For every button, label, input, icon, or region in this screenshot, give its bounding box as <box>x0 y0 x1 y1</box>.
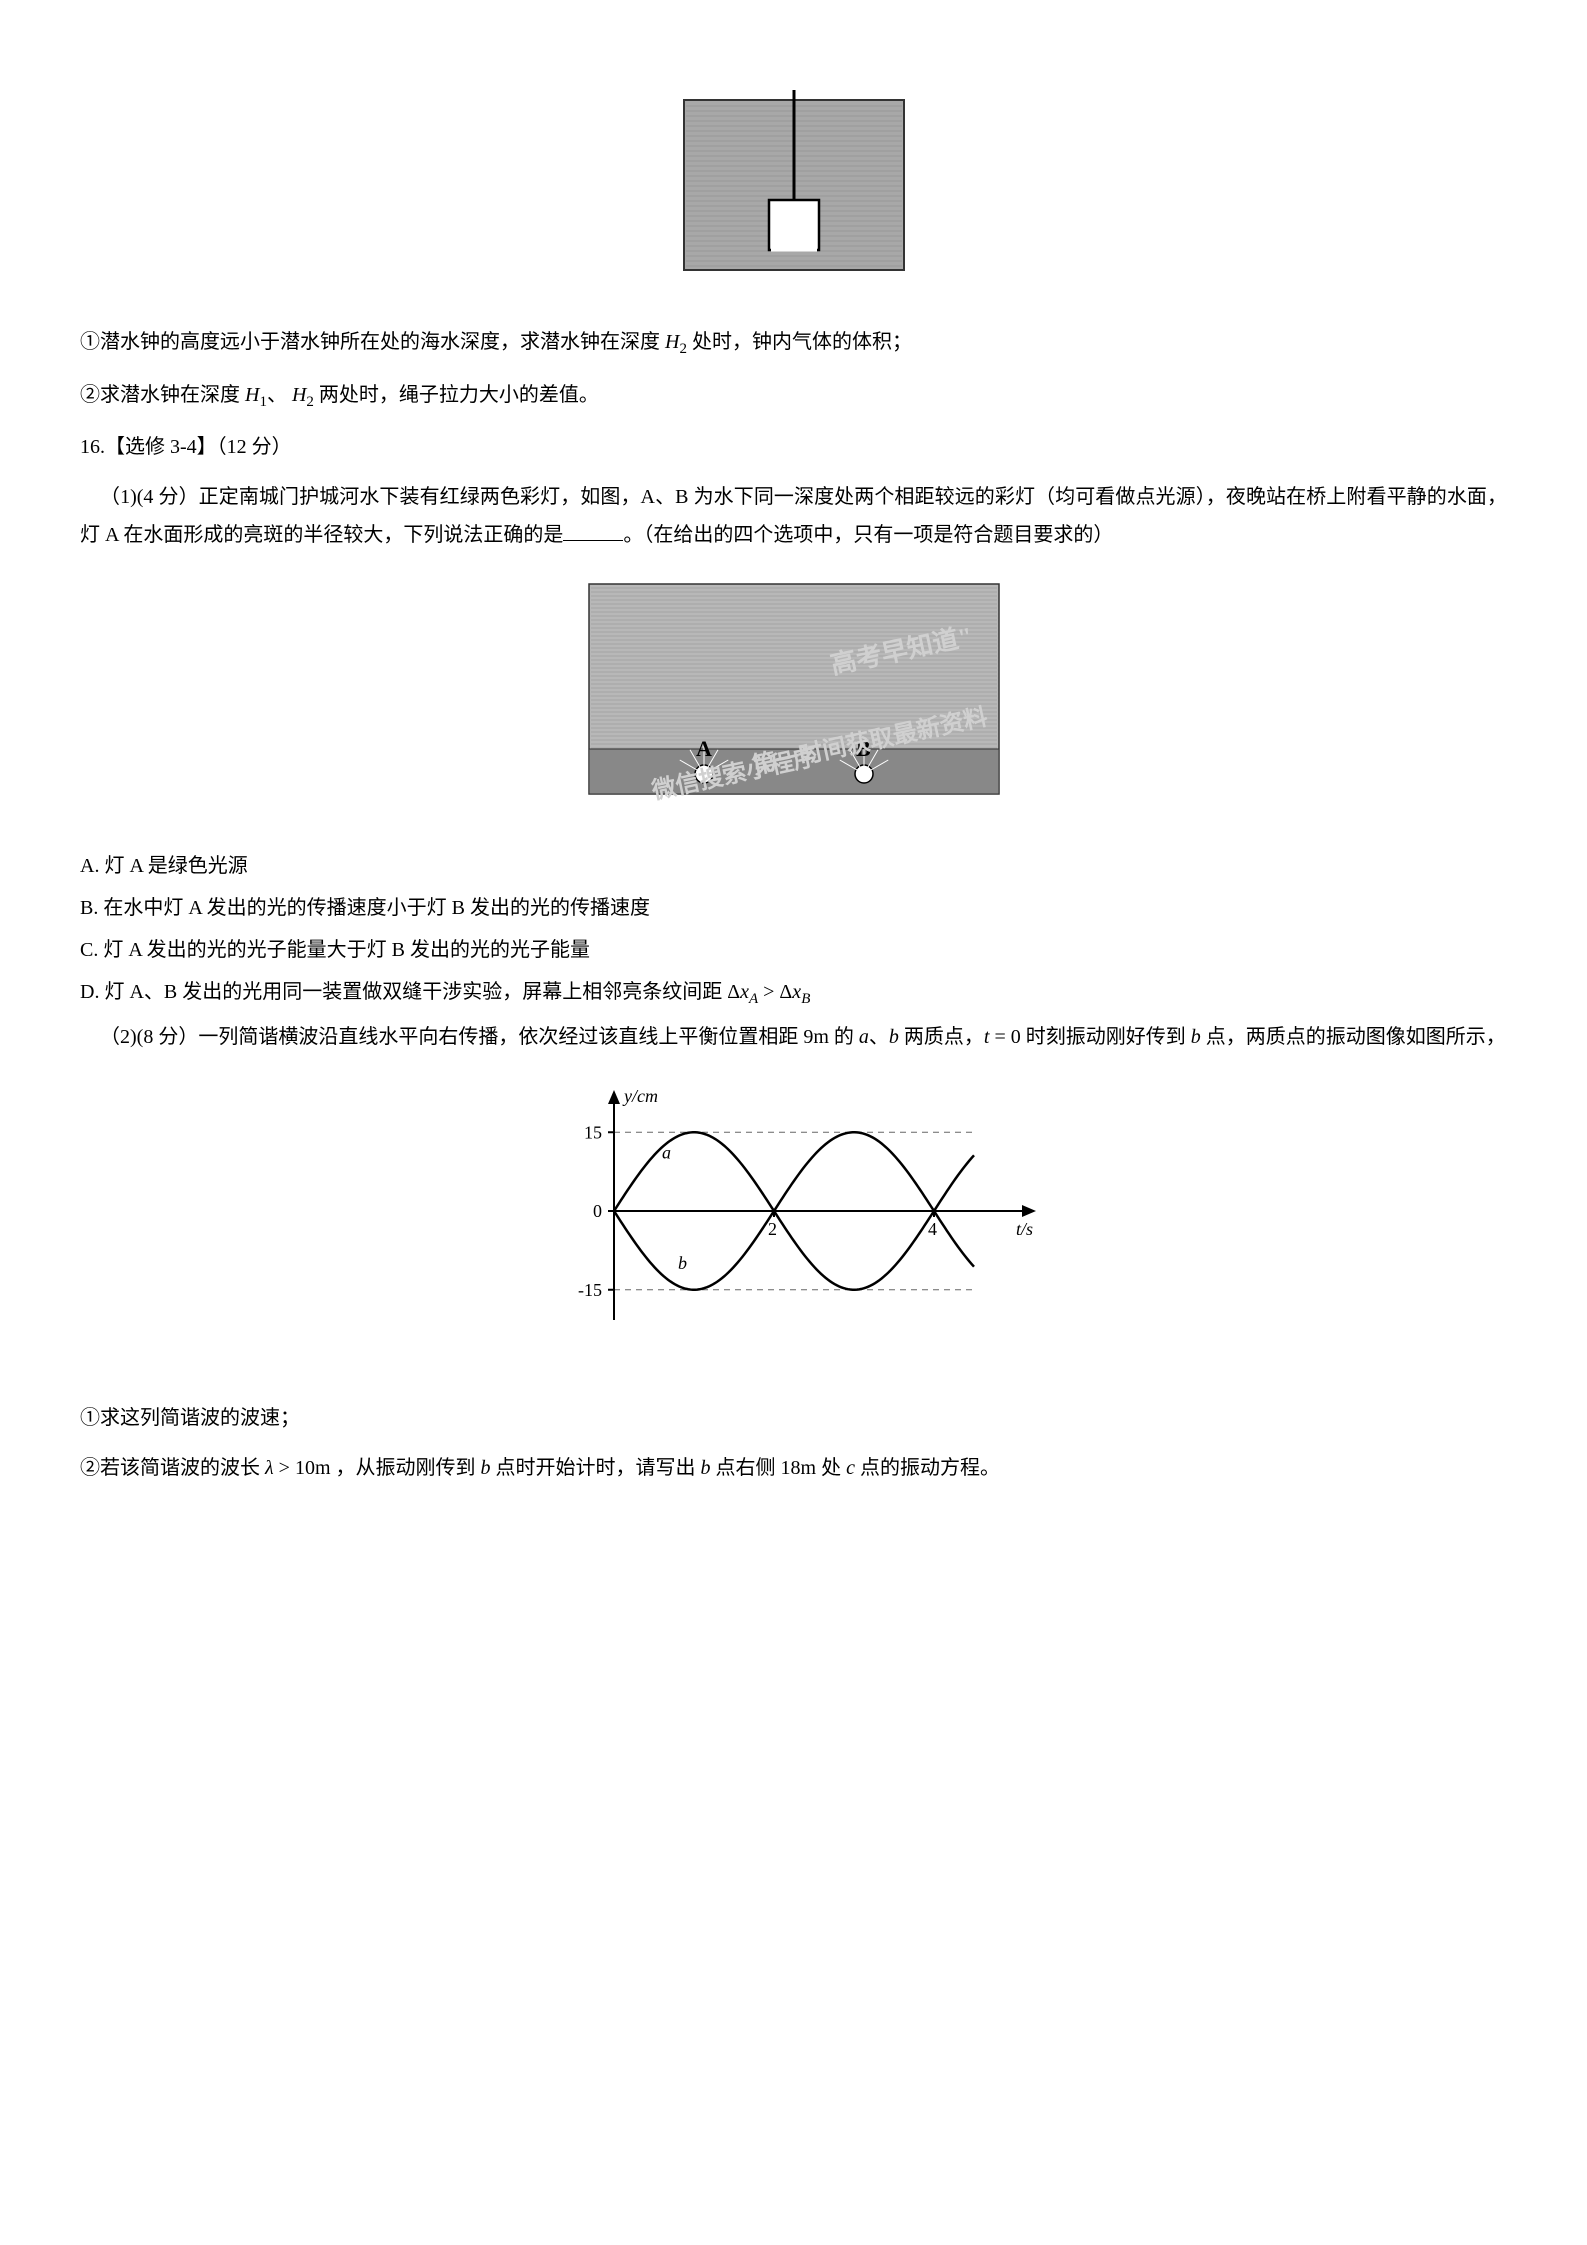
svg-text:A: A <box>696 736 712 761</box>
var-x: x <box>792 981 801 1003</box>
var-H1: H <box>245 384 259 406</box>
text: ①潜水钟的高度远小于潜水钟所在处的海水深度，求潜水钟在深度 <box>80 331 665 353</box>
text: 点的振动方程。 <box>855 1457 1000 1479</box>
text: D. 灯 A、B 发出的光用同一装置做双缝干涉实验，屏幕上相邻亮条纹间距 Δ <box>80 981 740 1003</box>
q16-part2-stem: （2)(8 分）一列简谐横波沿直线水平向右传播，依次经过该直线上平衡位置相距 9… <box>80 1018 1507 1056</box>
var-b: b <box>701 1457 711 1479</box>
var-a: a <box>859 1026 869 1048</box>
q16-sub1: ①求这列简谐波的波速； <box>80 1399 1507 1437</box>
text: 两处时，绳子拉力大小的差值。 <box>314 384 599 406</box>
figure-vibration-chart: -15 0 15 2 4 y/cm t/s a b <box>80 1076 1507 1369</box>
svg-text:t/s: t/s <box>1016 1219 1033 1239</box>
sub-B: B <box>801 991 810 1007</box>
option-A: A. 灯 A 是绿色光源 <box>80 847 1507 885</box>
text: 点，两质点的振动图像如图所示， <box>1201 1026 1506 1048</box>
var-c: c <box>846 1457 855 1479</box>
figure-water-lights: AB高考早知道"微信搜索小程序第一时间获取最新资料 <box>80 574 1507 817</box>
svg-text:2: 2 <box>768 1219 777 1239</box>
text: = 0 时刻振动刚好传到 <box>989 1026 1190 1048</box>
text: 。（在给出的四个选项中，只有一项是符合题目要求的） <box>623 524 1113 546</box>
option-C: C. 灯 A 发出的光的光子能量大于灯 B 发出的光的光子能量 <box>80 931 1507 969</box>
q16-header: 16.【选修 3-4】（12 分） <box>80 428 1507 466</box>
svg-text:a: a <box>662 1142 671 1162</box>
text: ②若该简谐波的波长 <box>80 1457 265 1479</box>
text: 点时开始计时，请写出 <box>491 1457 701 1479</box>
var-b: b <box>889 1026 899 1048</box>
var-x: x <box>740 981 749 1003</box>
q16-part1-stem: （1)(4 分）正定南城门护城河水下装有红绿两色彩灯，如图，A、B 为水下同一深… <box>80 478 1507 554</box>
figure-diving-bell <box>80 80 1507 293</box>
var-lambda: λ <box>265 1457 274 1479</box>
option-D: D. 灯 A、B 发出的光用同一装置做双缝干涉实验，屏幕上相邻亮条纹间距 ΔxA… <box>80 973 1507 1014</box>
q16-sub2: ②若该简谐波的波长 λ > 10m ，从振动刚传到 b 点时开始计时，请写出 b… <box>80 1449 1507 1487</box>
var-H2: H <box>292 384 306 406</box>
svg-text:-15: -15 <box>578 1279 602 1299</box>
text: ②求潜水钟在深度 <box>80 384 245 406</box>
sub-A: A <box>749 991 758 1007</box>
option-B: B. 在水中灯 A 发出的光的传播速度小于灯 B 发出的光的传播速度 <box>80 889 1507 927</box>
var-H: H <box>665 331 679 353</box>
var-b: b <box>481 1457 491 1479</box>
text: 处时，钟内气体的体积； <box>687 331 912 353</box>
text: 、 <box>869 1026 889 1048</box>
text: （2)(8 分）一列简谐横波沿直线水平向右传播，依次经过该直线上平衡位置相距 9… <box>100 1026 859 1048</box>
answer-blank <box>563 540 623 541</box>
q15-part1: ①潜水钟的高度远小于潜水钟所在处的海水深度，求潜水钟在深度 H2 处时，钟内气体… <box>80 323 1507 364</box>
var-b: b <box>1191 1026 1201 1048</box>
text: > 10m ，从振动刚传到 <box>274 1457 481 1479</box>
sub-2: 2 <box>306 394 314 410</box>
text: 两质点， <box>899 1026 984 1048</box>
svg-text:b: b <box>678 1252 687 1272</box>
svg-text:15: 15 <box>584 1122 602 1142</box>
text: > Δ <box>758 981 792 1003</box>
sub-1: 1 <box>259 394 267 410</box>
sub-2: 2 <box>679 341 687 357</box>
svg-text:4: 4 <box>928 1219 937 1239</box>
svg-text:y/cm: y/cm <box>622 1086 658 1106</box>
q15-part2: ②求潜水钟在深度 H1、 H2 两处时，绳子拉力大小的差值。 <box>80 376 1507 417</box>
text: 点右侧 18m 处 <box>711 1457 847 1479</box>
svg-text:0: 0 <box>593 1201 602 1221</box>
text: 、 <box>267 384 292 406</box>
